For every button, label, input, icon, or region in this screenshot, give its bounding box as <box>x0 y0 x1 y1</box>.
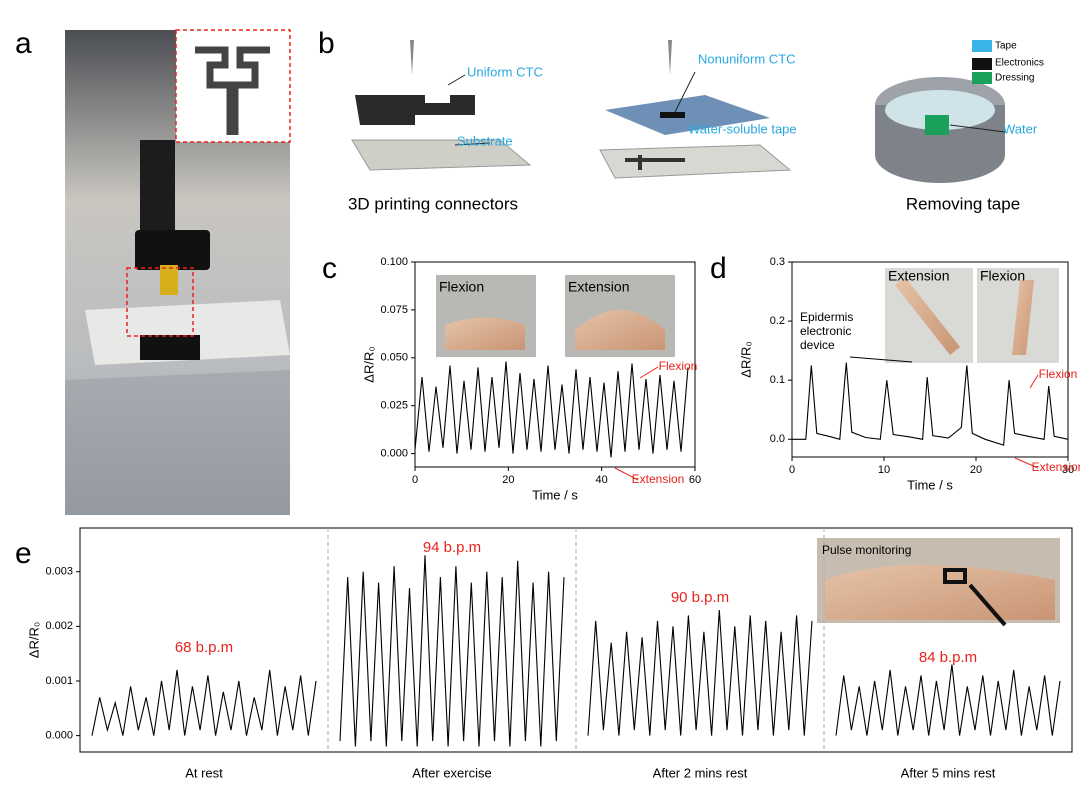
annotation: 68 b.p.m <box>175 639 233 656</box>
annotation-arrow <box>1029 374 1039 389</box>
device-label: Epidermis <box>800 310 853 324</box>
label: Substrate <box>457 133 513 148</box>
photo-insets <box>436 268 1060 627</box>
signal-line <box>792 362 1069 446</box>
legend-label: Electronics <box>995 58 1044 69</box>
y-tick-label: 0.003 <box>45 566 73 578</box>
panel-letter: d <box>710 252 727 285</box>
annotation: Flexion <box>1039 367 1078 381</box>
y-tick-label: 0.0 <box>770 433 785 445</box>
annotation: 84 b.p.m <box>919 649 977 666</box>
plot-frame <box>791 261 1069 458</box>
photo-printer <box>65 29 291 515</box>
panel-letter: b <box>318 27 335 60</box>
x-tick-label: 0 <box>412 474 418 486</box>
x-tick-label: 0 <box>789 464 795 476</box>
inset-label: Extension <box>888 268 949 284</box>
legend-label: Dressing <box>995 73 1034 84</box>
signal-line <box>835 664 1061 736</box>
y-tick-label: 0.2 <box>770 315 785 327</box>
label: Uniform CTC <box>467 64 543 79</box>
y-tick-label: 0.3 <box>770 256 785 268</box>
y-axis-label: ΔR/R₀ <box>738 341 753 377</box>
annotation: Flexion <box>659 359 698 373</box>
panel-letter: a <box>15 27 32 60</box>
inset-label: Flexion <box>980 268 1025 284</box>
y-axis-label: ΔR/R₀ <box>361 346 376 382</box>
y-tick-label: 0.000 <box>380 447 408 459</box>
annotation-arrow <box>614 467 639 481</box>
inset-label: Extension <box>568 279 629 295</box>
y-tick-label: 0.002 <box>45 620 73 632</box>
annotation-arrow <box>1014 457 1039 469</box>
annotation: Extension <box>632 472 685 486</box>
x-tick-label: 20 <box>502 474 514 486</box>
y-tick-label: 0.075 <box>380 304 408 316</box>
x-tick-label: 60 <box>689 474 701 486</box>
signal-line <box>587 609 813 736</box>
inset-label: Pulse monitoring <box>822 543 911 557</box>
label: Nonuniform CTC <box>698 51 796 66</box>
annotation-arrow <box>849 356 913 363</box>
segment-label: After exercise <box>412 765 491 780</box>
plot-frame <box>414 261 696 468</box>
y-tick-label: 0.100 <box>380 256 408 268</box>
annotation: 90 b.p.m <box>671 589 729 606</box>
x-axis-label: Time / s <box>532 487 578 502</box>
legend-label: Tape <box>995 41 1017 52</box>
segment-label: At rest <box>185 765 223 780</box>
step-title: 3D printing connectors <box>348 194 518 213</box>
annotation: Extension <box>1032 460 1080 474</box>
segment-label: After 2 mins rest <box>653 765 748 780</box>
y-axis-label: ΔR/R₀ <box>26 622 41 658</box>
x-tick-label: 20 <box>970 464 982 476</box>
annotation: 94 b.p.m <box>423 539 481 556</box>
signal-line <box>414 361 689 458</box>
step-title: Removing tape <box>906 194 1020 213</box>
signal-line <box>339 555 565 747</box>
illustrations <box>351 40 1006 183</box>
label: Water <box>1003 121 1038 136</box>
y-tick-label: 0.001 <box>45 675 73 687</box>
inset-label: Flexion <box>439 279 484 295</box>
x-axis-label: Time / s <box>907 477 953 492</box>
panel-letter: c <box>322 252 337 285</box>
segment-label: After 5 mins rest <box>901 765 996 780</box>
panel-letter: e <box>15 537 32 570</box>
x-tick-label: 10 <box>878 464 890 476</box>
signal-line <box>91 669 317 736</box>
annotation-arrow <box>639 366 659 379</box>
y-tick-label: 0.1 <box>770 374 785 386</box>
y-tick-label: 0.025 <box>380 400 408 412</box>
x-tick-label: 30 <box>1062 464 1074 476</box>
device-label: device <box>800 338 835 352</box>
x-tick-label: 40 <box>596 474 608 486</box>
device-label: electronic <box>800 324 851 338</box>
label: Water-soluble tape <box>688 121 797 136</box>
y-tick-label: 0.050 <box>380 352 408 364</box>
y-tick-label: 0.000 <box>45 730 73 742</box>
